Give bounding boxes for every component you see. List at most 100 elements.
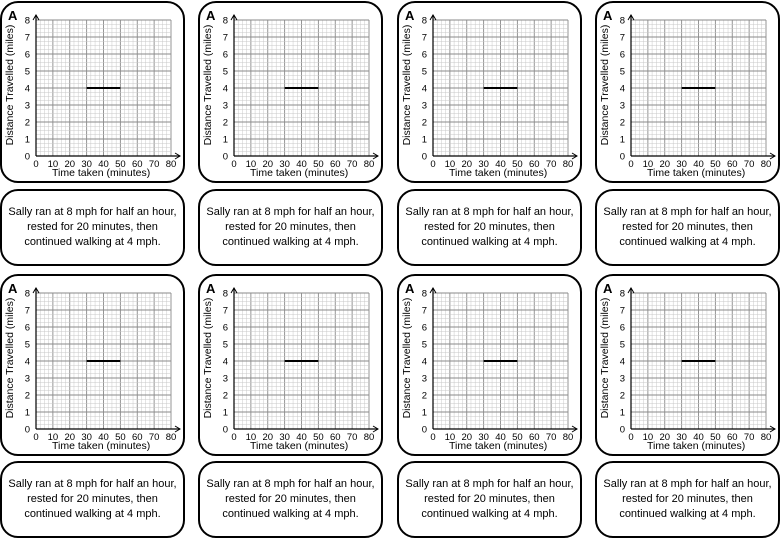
x-tick-label: 30 [279, 432, 290, 443]
x-tick-label: 60 [529, 159, 540, 170]
description-card[interactable]: Sally ran at 8 mph for half an hour, res… [198, 189, 383, 266]
x-axis-label: Time taken (minutes) [449, 440, 548, 452]
x-tick-label: 80 [166, 432, 177, 443]
y-tick-label: 7 [25, 306, 30, 317]
graph-card[interactable]: 0 1 2 3 4 5 6 7 8 0 10 20 30 40 50 60 70 80 A Distance Trav… [397, 1, 582, 183]
y-tick-label: 8 [620, 289, 625, 300]
x-tick-label: 50 [115, 432, 126, 443]
graph-card[interactable]: 0 1 2 3 4 5 6 7 8 0 10 20 30 40 50 60 70 80 A Distance Trav… [595, 1, 780, 183]
y-tick-label: 2 [223, 391, 228, 402]
card-label: A [405, 281, 415, 296]
y-tick-label: 1 [223, 408, 228, 419]
y-tick-label: 2 [620, 391, 625, 402]
y-tick-label: 0 [422, 425, 427, 436]
graph-card[interactable]: 0 1 2 3 4 5 6 7 8 0 10 20 30 40 50 60 70 80 A Distance Trav… [397, 274, 582, 456]
y-tick-label: 3 [25, 374, 30, 385]
y-tick-label: 4 [620, 357, 625, 368]
y-tick-label: 3 [223, 374, 228, 385]
graph-card[interactable]: 0 1 2 3 4 5 6 7 8 0 10 20 30 40 50 60 70 80 A Distance Trav… [198, 274, 383, 456]
x-tick-label: 80 [563, 432, 574, 443]
x-axis-arrow [769, 152, 776, 160]
x-tick-label: 20 [461, 432, 472, 443]
card-label: A [206, 8, 216, 23]
y-tick-label: 3 [223, 101, 228, 112]
description-card[interactable]: Sally ran at 8 mph for half an hour, res… [397, 461, 582, 538]
graph-card[interactable]: 0 1 2 3 4 5 6 7 8 0 10 20 30 40 50 60 70 80 A Distance Trav… [198, 1, 383, 183]
x-tick-label: 0 [33, 432, 38, 443]
y-tick-label: 4 [422, 357, 427, 368]
x-tick-label: 0 [430, 159, 435, 170]
x-tick-label: 30 [478, 432, 489, 443]
x-tick-label: 20 [659, 159, 670, 170]
x-tick-label: 0 [33, 159, 38, 170]
card-label: A [603, 281, 613, 296]
y-axis-arrow [627, 287, 635, 294]
x-axis-arrow [571, 425, 578, 433]
x-axis-label: Time taken (minutes) [647, 167, 746, 179]
y-tick-label: 3 [422, 101, 427, 112]
description-card[interactable]: Sally ran at 8 mph for half an hour, res… [0, 189, 185, 266]
description-card[interactable]: Sally ran at 8 mph for half an hour, res… [198, 461, 383, 538]
y-tick-label: 0 [223, 425, 228, 436]
x-tick-label: 0 [231, 159, 236, 170]
description-text: Sally ran at 8 mph for half an hour, res… [603, 478, 772, 520]
y-tick-label: 0 [25, 152, 30, 163]
x-tick-label: 80 [166, 159, 177, 170]
y-tick-label: 1 [620, 408, 625, 419]
x-tick-label: 50 [313, 432, 324, 443]
y-tick-label: 5 [620, 67, 625, 78]
x-tick-label: 40 [98, 159, 109, 170]
y-tick-label: 4 [25, 357, 30, 368]
x-tick-label: 80 [761, 159, 772, 170]
y-tick-label: 7 [620, 306, 625, 317]
description-card[interactable]: Sally ran at 8 mph for half an hour, res… [595, 189, 780, 266]
y-tick-label: 6 [422, 323, 427, 334]
x-tick-label: 40 [296, 432, 307, 443]
x-axis-arrow [769, 425, 776, 433]
y-tick-label: 5 [223, 340, 228, 351]
description-card[interactable]: Sally ran at 8 mph for half an hour, res… [0, 461, 185, 538]
y-tick-label: 5 [223, 67, 228, 78]
y-tick-label: 3 [422, 374, 427, 385]
y-tick-label: 8 [223, 16, 228, 27]
x-axis-arrow [174, 152, 181, 160]
x-tick-label: 60 [330, 432, 341, 443]
y-axis-label: Distance Travelled (miles) [599, 297, 611, 419]
x-tick-label: 10 [643, 432, 654, 443]
x-axis-label: Time taken (minutes) [52, 167, 151, 179]
y-tick-label: 8 [223, 289, 228, 300]
description-text: Sally ran at 8 mph for half an hour, res… [405, 478, 574, 520]
y-axis-arrow [429, 14, 437, 21]
x-tick-label: 40 [296, 159, 307, 170]
chart-grid [233, 19, 370, 157]
y-tick-label: 7 [223, 306, 228, 317]
description-card[interactable]: Sally ran at 8 mph for half an hour, res… [397, 189, 582, 266]
y-tick-label: 3 [620, 101, 625, 112]
x-tick-label: 10 [445, 432, 456, 443]
y-tick-label: 7 [25, 33, 30, 44]
x-tick-label: 30 [676, 432, 687, 443]
x-tick-label: 20 [262, 159, 273, 170]
x-axis-arrow [571, 152, 578, 160]
y-axis-arrow [627, 14, 635, 21]
y-axis-arrow [429, 287, 437, 294]
y-tick-label: 2 [25, 118, 30, 129]
graph-card[interactable]: 0 1 2 3 4 5 6 7 8 0 10 20 30 40 50 60 70 80 A Distance Trav… [0, 274, 185, 456]
y-tick-label: 1 [25, 408, 30, 419]
description-card[interactable]: Sally ran at 8 mph for half an hour, res… [595, 461, 780, 538]
x-tick-label: 70 [546, 159, 557, 170]
x-tick-label: 70 [347, 159, 358, 170]
graph-card[interactable]: 0 1 2 3 4 5 6 7 8 0 10 20 30 40 50 60 70 80 A Distance Trav… [0, 1, 185, 183]
y-axis-label: Distance Travelled (miles) [4, 24, 16, 146]
x-tick-label: 80 [563, 159, 574, 170]
y-tick-label: 0 [223, 152, 228, 163]
x-tick-label: 80 [364, 159, 375, 170]
graph-card[interactable]: 0 1 2 3 4 5 6 7 8 0 10 20 30 40 50 60 70 80 A Distance Trav… [595, 274, 780, 456]
x-axis-arrow [372, 425, 379, 433]
y-axis-label: Distance Travelled (miles) [4, 297, 16, 419]
y-tick-label: 4 [223, 357, 228, 368]
x-tick-label: 10 [48, 432, 59, 443]
